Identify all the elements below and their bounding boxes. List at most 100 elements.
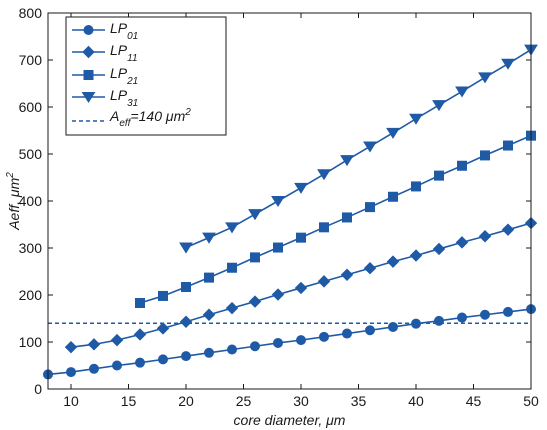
- data-point: [411, 181, 421, 192]
- data-point: [342, 212, 352, 223]
- data-point: [388, 321, 398, 332]
- data-point: [225, 222, 239, 234]
- y-tick-label: 800: [19, 5, 43, 21]
- data-point: [480, 309, 490, 320]
- x-tick-label: 40: [408, 393, 424, 409]
- data-point: [225, 301, 239, 315]
- y-tick-label: 200: [19, 287, 43, 303]
- legend-entry-aeff: Aeff=140 μm2: [72, 107, 191, 129]
- data-point: [501, 223, 515, 236]
- axis-ticks: 10 15 20 25 30 35 40 45 500100200300400500600700…: [19, 5, 539, 409]
- data-point: [156, 322, 170, 335]
- series-lp31: [179, 44, 538, 254]
- legend-label: LP11: [110, 42, 138, 64]
- data-point: [135, 357, 145, 368]
- x-tick-label: 35: [351, 393, 367, 409]
- data-point: [250, 252, 260, 263]
- data-point: [432, 100, 446, 112]
- x-tick-label: 20: [178, 393, 194, 409]
- data-point: [432, 242, 446, 256]
- data-point: [66, 367, 76, 378]
- y-tick-label: 300: [19, 240, 43, 256]
- series-lp01: [43, 304, 536, 380]
- data-point: [365, 325, 375, 336]
- y-tick-label: 600: [19, 99, 43, 115]
- plot-frame: [47, 12, 532, 390]
- data-point: [133, 328, 147, 341]
- data-point: [112, 360, 122, 371]
- legend-label: LP21: [110, 65, 138, 87]
- x-tick-label: 30: [293, 393, 309, 409]
- x-tick-label: 15: [121, 393, 137, 409]
- data-point: [296, 232, 306, 243]
- y-tick-label: 100: [19, 334, 43, 350]
- data-point: [480, 150, 490, 161]
- legend-entry-lp11: LP11: [72, 42, 138, 64]
- data-point: [411, 318, 421, 329]
- data-point: [110, 333, 124, 347]
- data-point: [503, 140, 513, 151]
- legend-entry-lp31: LP31: [72, 87, 138, 109]
- data-point: [181, 351, 191, 362]
- data-point: [248, 295, 262, 308]
- x-tick-label: 50: [523, 393, 539, 409]
- legend-label: Aeff=140 μm2: [109, 107, 191, 129]
- data-point: [455, 236, 469, 249]
- y-tick-label: 700: [19, 52, 43, 68]
- data-point: [363, 141, 377, 153]
- x-tick-label: 10: [63, 393, 79, 409]
- legend-marker: [82, 45, 95, 59]
- data-point: [158, 290, 168, 301]
- data-point: [250, 341, 260, 352]
- series-line: [47, 308, 532, 376]
- data-point: [503, 306, 513, 317]
- data-point: [227, 344, 237, 355]
- data-point: [455, 86, 469, 98]
- data-point: [158, 354, 168, 365]
- data-point: [434, 170, 444, 181]
- y-axis-label-sup: 2: [5, 172, 16, 179]
- legend-entry-lp01: LP01: [72, 20, 138, 42]
- data-point: [204, 347, 214, 358]
- data-point: [179, 315, 193, 328]
- legend-label: LP31: [110, 87, 138, 109]
- data-point: [340, 268, 354, 281]
- data-point: [363, 262, 377, 275]
- data-point: [202, 232, 216, 244]
- data-point: [457, 312, 467, 323]
- data-point: [64, 340, 78, 354]
- legend-entry-lp21: LP21: [72, 65, 138, 87]
- data-point: [296, 335, 306, 346]
- legend-label: LP01: [110, 20, 138, 42]
- data-point: [388, 191, 398, 202]
- data-point: [179, 242, 193, 254]
- data-point: [317, 169, 331, 181]
- data-point: [386, 127, 400, 139]
- y-axis-label-text: Aeff, μm: [6, 177, 22, 230]
- data-point: [248, 209, 262, 221]
- data-point: [478, 72, 492, 84]
- data-point: [87, 338, 101, 351]
- data-point: [273, 337, 283, 348]
- x-tick-label: 45: [466, 393, 482, 409]
- data-point: [342, 328, 352, 339]
- data-point: [409, 113, 423, 125]
- series-lp11: [64, 216, 538, 354]
- data-point: [409, 249, 423, 262]
- series-lp21: [135, 130, 536, 308]
- data-point: [202, 308, 216, 321]
- plot-series: [43, 44, 538, 380]
- data-point: [135, 297, 145, 308]
- legend-marker: [83, 25, 94, 35]
- data-point: [317, 275, 331, 288]
- x-axis-label: core diameter, μm: [234, 412, 346, 428]
- data-point: [365, 202, 375, 213]
- y-tick-label: 400: [19, 193, 43, 209]
- y-tick-label: 0: [34, 381, 42, 397]
- data-point: [294, 182, 308, 194]
- x-tick-label: 25: [236, 393, 252, 409]
- data-point: [89, 363, 99, 374]
- data-point: [457, 160, 467, 171]
